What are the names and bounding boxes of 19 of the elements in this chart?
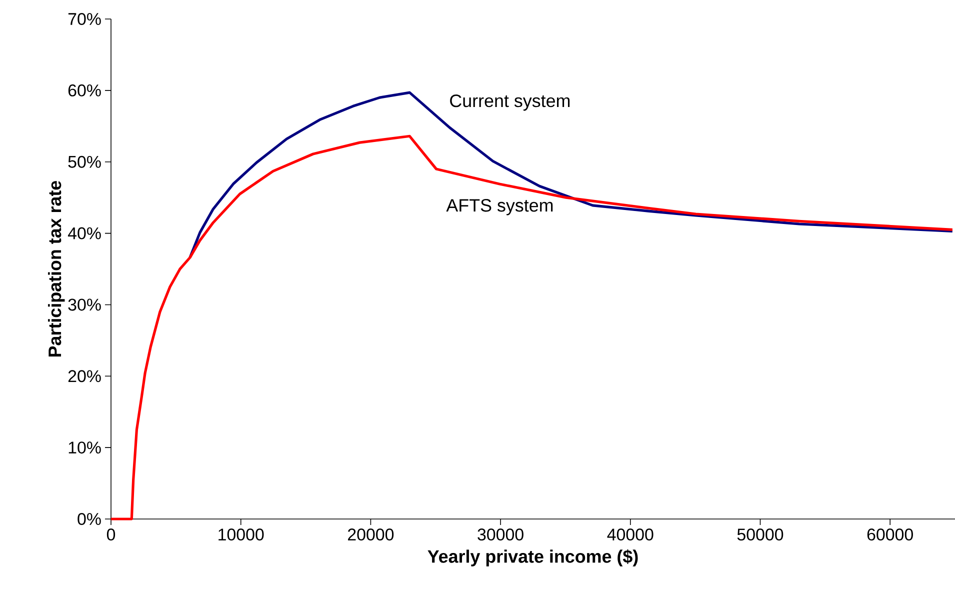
series-label: Current system [450,94,570,111]
y-tick-label: 70% [68,13,101,26]
y-axis-title: Participation tax rate [48,180,65,356]
y-tick-label: 30% [68,298,101,311]
y-tick-label: 10% [68,442,101,454]
y-tick-label: 40% [68,227,101,240]
x-tick-label: 60000 [867,528,913,541]
x-tick-label: 50000 [737,528,784,541]
x-tick-label: 30000 [478,528,524,541]
y-tick-label: 50% [68,156,101,168]
x-tick-label: 40000 [607,528,654,541]
series-label: AFTS system [446,199,553,216]
y-tick-label: 0% [78,513,101,525]
y-tick-label: 20% [68,370,101,382]
x-axis-title: Yearly private income ($) [428,549,638,566]
x-tick-label: 20000 [348,528,394,541]
x-tick-label: 10000 [218,528,264,541]
y-tick-label: 60% [68,84,101,96]
x-tick-label: 0 [106,528,116,541]
